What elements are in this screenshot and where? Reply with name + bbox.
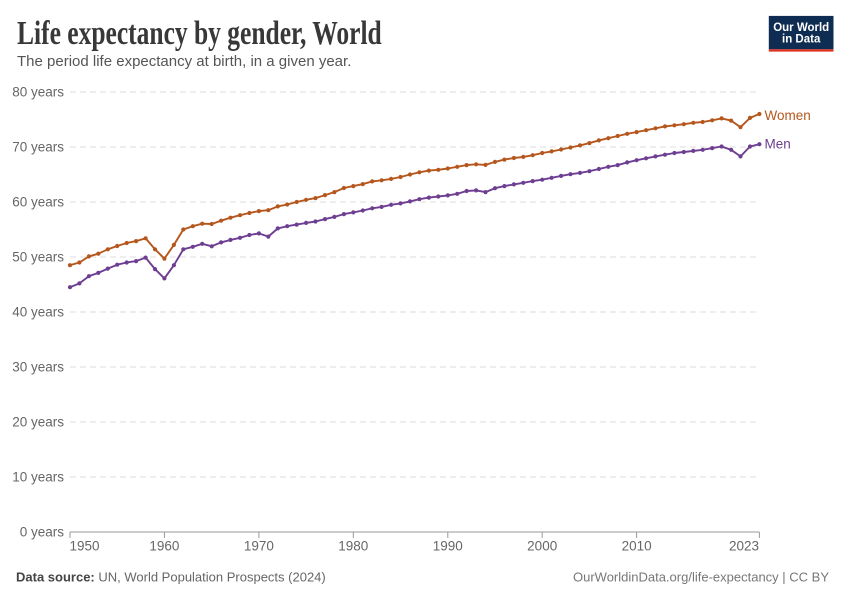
svg-text:30 years: 30 years	[12, 360, 64, 375]
svg-text:70 years: 70 years	[12, 140, 64, 155]
svg-text:Women: Women	[765, 108, 811, 123]
svg-text:1970: 1970	[244, 538, 274, 553]
svg-text:Our World: Our World	[773, 22, 829, 34]
svg-text:50 years: 50 years	[12, 250, 64, 265]
svg-text:80 years: 80 years	[12, 85, 64, 100]
svg-text:The period life expectancy at: The period life expectancy at birth, in …	[17, 53, 351, 70]
svg-text:20 years: 20 years	[12, 415, 64, 430]
svg-text:1990: 1990	[433, 538, 463, 553]
svg-text:2010: 2010	[622, 538, 652, 553]
svg-text:1960: 1960	[149, 538, 179, 553]
svg-text:OurWorldinData.org/life-expect: OurWorldinData.org/life-expectancy | CC …	[573, 570, 829, 585]
svg-text:Data source: UN, World Populat: Data source: UN, World Population Prospe…	[16, 570, 326, 585]
svg-text:40 years: 40 years	[12, 305, 64, 320]
svg-text:0 years: 0 years	[20, 525, 65, 540]
svg-text:in Data: in Data	[782, 34, 821, 46]
svg-text:60 years: 60 years	[12, 195, 64, 210]
svg-text:Men: Men	[765, 137, 791, 152]
svg-text:2023: 2023	[729, 538, 759, 553]
svg-text:10 years: 10 years	[12, 470, 64, 485]
svg-text:1950: 1950	[70, 538, 100, 553]
svg-text:Life expectancy by gender, Wor: Life expectancy by gender, World	[17, 13, 382, 51]
svg-text:2000: 2000	[527, 538, 557, 553]
svg-text:1980: 1980	[338, 538, 368, 553]
